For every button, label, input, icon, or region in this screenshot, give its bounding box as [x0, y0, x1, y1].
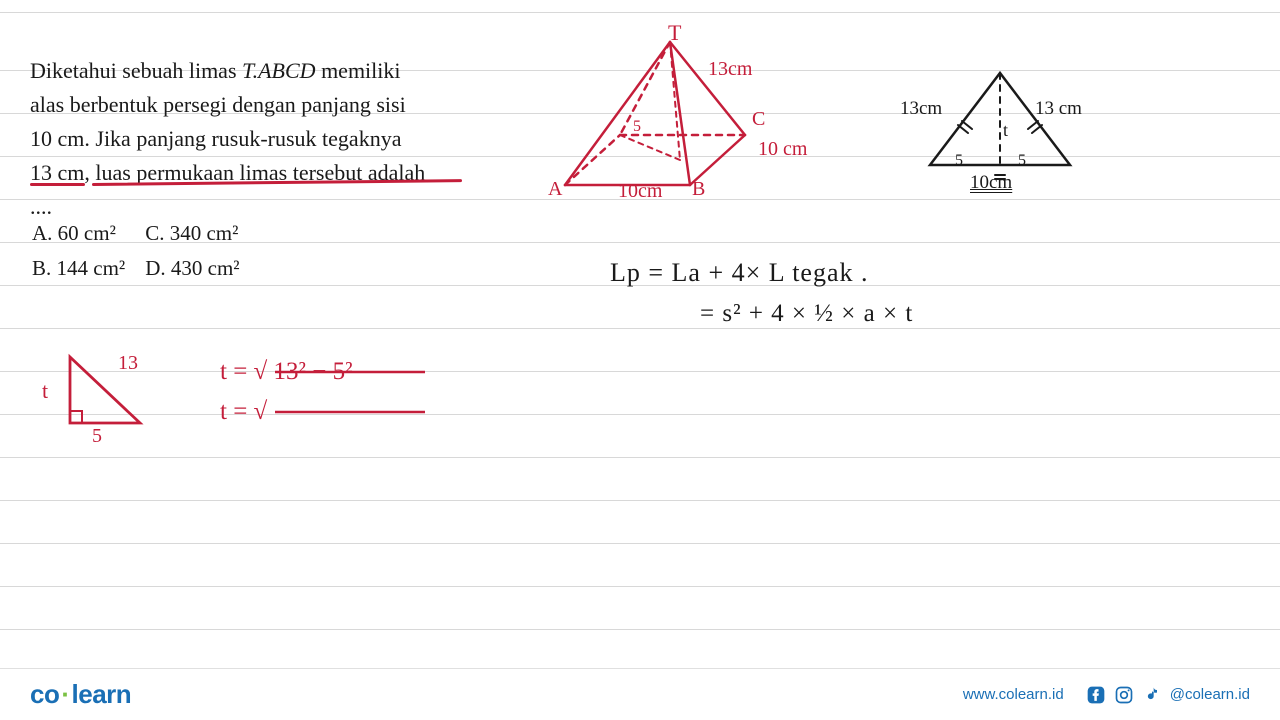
q-l3: 10 cm. Jika panjang rusuk-rusuk tegaknya [30, 126, 401, 151]
question-text: Diketahui sebuah limas T.ABCD memiliki a… [30, 54, 460, 224]
rt-t: t [42, 378, 48, 404]
radical-bar-1 [275, 358, 435, 398]
footer-handle: @colearn.id [1170, 686, 1250, 703]
facebook-icon [1086, 685, 1106, 705]
right-triangle-drawing [50, 345, 170, 440]
q-l1i: T.ABCD [242, 58, 316, 83]
option-b: B. 144 cm² [32, 252, 143, 285]
q-l1b: memiliki [316, 58, 401, 83]
logo-dot-icon: · [61, 679, 69, 709]
dim-10bc: 10 cm [758, 138, 807, 161]
label-A: A [548, 178, 562, 201]
option-d: D. 430 cm² [145, 252, 257, 285]
q-l2: alas berbentuk persegi dengan panjang si… [30, 92, 406, 117]
q-l1a: Diketahui sebuah limas [30, 58, 242, 83]
face-base-10: 10cm [970, 172, 1012, 194]
dim-10ab: 10cm [618, 180, 662, 203]
option-c: C. 340 cm² [145, 217, 257, 250]
face-left-13: 13cm [900, 98, 942, 120]
answer-options: A. 60 cm² C. 340 cm² B. 144 cm² D. 430 c… [30, 215, 460, 287]
social-icons: @colearn.id [1086, 685, 1250, 705]
face-height-t: t [1003, 120, 1008, 141]
label-T: T [668, 20, 681, 46]
option-a: A. 60 cm² [32, 217, 143, 250]
instagram-icon [1114, 685, 1134, 705]
rt-13: 13 [118, 352, 138, 375]
face-base-5r: 5 [1018, 152, 1026, 170]
footer-right: www.colearn.id @colearn.id [963, 685, 1250, 705]
face-base-5l: 5 [955, 152, 963, 170]
face-right-13: 13 cm [1035, 98, 1082, 120]
footer-bar: co·learn www.colearn.id @colearn.id [0, 668, 1280, 720]
tiktok-icon [1142, 685, 1162, 705]
inner-5: 5 [633, 118, 641, 136]
underline-13cm [30, 183, 85, 186]
formula-line1: Lp = La + 4× L tegak . [610, 258, 869, 288]
rt-5: 5 [92, 425, 102, 448]
page-content: Diketahui sebuah limas T.ABCD memiliki a… [0, 0, 1280, 720]
colearn-logo: co·learn [30, 679, 131, 710]
label-B: B [692, 178, 705, 201]
footer-url: www.colearn.id [963, 686, 1064, 703]
logo-co: co [30, 679, 59, 709]
dim-13: 13cm [708, 58, 752, 81]
formula-line2: = s² + 4 × ½ × a × t [700, 300, 913, 328]
logo-learn: learn [72, 679, 132, 709]
label-C: C [752, 108, 765, 131]
radical-bar-2 [275, 398, 435, 438]
calc-t-line2: t = √ [220, 398, 267, 426]
